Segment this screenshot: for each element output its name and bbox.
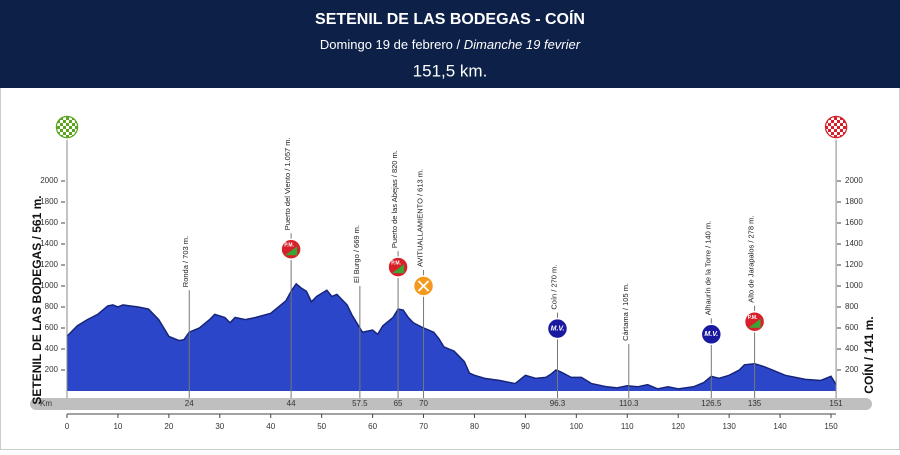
sprint-marker [700,323,723,346]
y-tick-label: 1600 [40,218,58,227]
annotation-label: AVITUALLAMIENTO / 613 m. [416,169,425,267]
km-label: Km [40,399,52,408]
x-tick-label: 80 [470,422,479,431]
km-marker-label: 44 [287,399,296,408]
subtitle-fr: Dimanche 19 fevrier [464,37,581,52]
flag-check [57,117,77,137]
marker-text: M.V. [551,325,565,332]
y-tick-label: 1400 [40,239,58,248]
header [0,0,900,88]
subtitle-es: Domingo 19 de febrero / [320,37,461,52]
mountain-icon [392,264,405,274]
y-tick-label: 600 [45,323,59,332]
x-tick-label: 70 [419,422,428,431]
annotation-label: Coín / 270 m. [549,265,558,310]
x-tick-label: 50 [317,422,326,431]
marker-text: P.M. [391,260,401,266]
profile-line [66,282,837,390]
y-label-left: SETENIL DE LAS BODEGAS / 561 m. [30,195,44,404]
x-tick-label: 90 [521,422,530,431]
y-tick-label-right: 400 [845,344,859,353]
y-tick-label: 2000 [40,176,58,185]
y-tick-label: 1000 [40,281,58,290]
y-tick-label-right: 2000 [845,176,863,185]
km-marker-label: 151 [829,399,843,408]
y-tick-label-right: 1600 [845,218,863,227]
annotation-label: Puerto del Viento / 1.057 m. [283,137,292,230]
x-tick-label: 10 [113,422,122,431]
flag-check [826,117,847,137]
x-tick-label: 110 [621,422,634,431]
x-tick-label: 20 [164,422,173,431]
y-tick-label-right: 1800 [845,197,863,206]
annotation-label: Cártama / 105 m. [621,283,630,341]
y-tick-label: 800 [45,302,59,311]
y-tick-label-right: 800 [845,302,859,311]
distance: 151,5 km. [413,61,488,80]
km-marker-label: 126.5 [701,399,722,408]
annotation-label: Puerto de las Abejas / 820 m. [390,150,399,248]
km-marker-label: 110.3 [619,399,639,408]
y-label-right: COÍN / 141 m. [861,316,876,393]
km-marker-label: 65 [394,399,403,408]
km-marker-label: 57.5 [352,399,368,408]
subtitle: Domingo 19 de febrero / Dimanche 19 fevr… [320,37,581,52]
y-tick-label: 1800 [40,197,58,206]
km-bar [30,398,872,410]
x-tick-label: 120 [672,422,686,431]
x-tick-label: 30 [215,422,224,431]
y-tick-label-right: 1000 [845,281,863,290]
annotation-label: El Burgo / 669 m. [352,225,361,283]
km-marker-label: 70 [419,399,428,408]
y-tick-label: 1200 [40,260,58,269]
x-tick-label: 0 [65,422,70,431]
mountain-icon [748,318,761,328]
y-tick-label-right: 1400 [845,239,863,248]
x-tick-label: 130 [722,422,736,431]
profile-area [67,283,837,391]
annotation-label: Ronda / 703 m. [181,236,190,287]
annotation-label: Alhaurín de la Torre / 140 m. [703,221,712,316]
km-marker-label: 135 [748,399,762,408]
y-tick-label: 400 [45,344,59,353]
km-marker-label: 24 [185,399,194,408]
marker-text: P.M. [748,315,758,321]
sprint-marker [546,317,569,340]
x-tick-label: 140 [773,422,787,431]
x-tick-label: 150 [824,422,838,431]
x-tick-label: 100 [570,422,584,431]
y-tick-label-right: 200 [845,365,859,374]
marker-text: P.M. [284,243,294,249]
annotation-label: Alto de Jarapalos / 278 m. [747,216,756,303]
title: SETENIL DE LAS BODEGAS - COÍN [315,9,585,28]
y-tick-label: 200 [45,365,59,374]
x-tick-label: 40 [266,422,275,431]
marker-text: M.V. [704,331,718,338]
y-tick-label-right: 600 [845,323,859,332]
y-tick-label-right: 1200 [845,260,863,269]
x-tick-label: 60 [368,422,377,431]
km-marker-label: 96.3 [550,399,566,408]
mountain-icon [285,246,298,256]
feed-icon [417,280,430,292]
